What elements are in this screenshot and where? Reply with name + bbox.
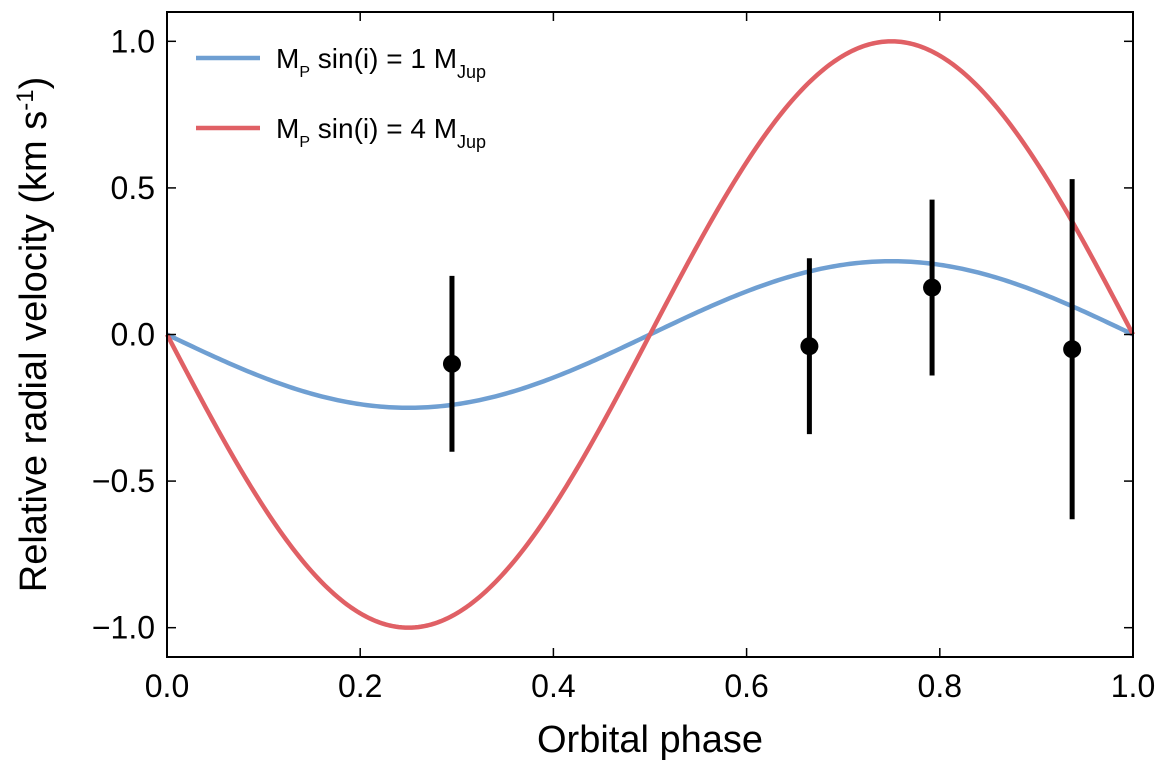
data-point bbox=[442, 354, 461, 373]
x-tick-label: 0.2 bbox=[338, 668, 382, 704]
x-tick-label: 1.0 bbox=[1111, 668, 1155, 704]
legend-label-2: MP sin(i) = 4 MJup bbox=[276, 113, 486, 152]
y-axis-label-close: ) bbox=[13, 77, 55, 90]
y-axis-label-superscript: -1 bbox=[12, 89, 39, 110]
y-axis-label: Relative radial velocity (km s-1) bbox=[12, 77, 56, 592]
x-tick-label: 0.6 bbox=[724, 668, 768, 704]
legend-label-1: MP sin(i) = 1 MJup bbox=[276, 43, 486, 82]
y-tick-label: −0.5 bbox=[92, 463, 155, 499]
x-tick-label: 0.8 bbox=[918, 668, 962, 704]
data-point bbox=[923, 278, 942, 297]
observations-layer bbox=[442, 179, 1082, 520]
series-line-2 bbox=[165, 39, 1135, 630]
y-tick-label: 0.0 bbox=[111, 317, 155, 353]
series-layer bbox=[165, 39, 1135, 630]
x-tick-label: 0.4 bbox=[531, 668, 575, 704]
y-tick-label: 0.5 bbox=[111, 170, 155, 206]
y-axis-label-main: Relative radial velocity (km s bbox=[13, 111, 55, 592]
data-point bbox=[800, 337, 819, 356]
y-tick-label: 1.0 bbox=[111, 23, 155, 59]
y-tick-label: −1.0 bbox=[92, 610, 155, 646]
data-point bbox=[1063, 340, 1082, 359]
x-tick-label: 0.0 bbox=[145, 668, 189, 704]
ticks-layer: 0.0 0.2 0.4 0.6 0.8 1.0 1.0 0.5 0.0 −0.5 −1.0 bbox=[92, 12, 1155, 704]
legend: MP sin(i) = 1 MJup MP sin(i) = 4 MJup bbox=[196, 43, 486, 152]
x-axis-label: Orbital phase bbox=[537, 719, 763, 761]
